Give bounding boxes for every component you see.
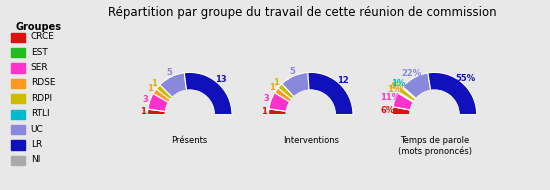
Text: 1: 1: [261, 107, 267, 116]
Bar: [12, 94, 25, 103]
Wedge shape: [269, 109, 287, 111]
Text: 1: 1: [140, 107, 146, 116]
Wedge shape: [148, 109, 166, 112]
Text: SER: SER: [31, 63, 48, 72]
Text: 55%: 55%: [455, 74, 475, 83]
Text: CRCE: CRCE: [31, 32, 54, 41]
Text: 4%: 4%: [389, 82, 403, 91]
Wedge shape: [184, 72, 232, 115]
Text: UC: UC: [31, 125, 43, 134]
Text: 5: 5: [289, 67, 295, 76]
Text: RTLI: RTLI: [31, 109, 50, 118]
Text: 1: 1: [151, 79, 157, 88]
Wedge shape: [392, 107, 410, 115]
Text: EST: EST: [31, 48, 47, 57]
Circle shape: [410, 90, 459, 139]
Circle shape: [286, 90, 336, 139]
Text: 5: 5: [166, 68, 172, 77]
Wedge shape: [393, 107, 410, 110]
Text: 1: 1: [147, 84, 153, 93]
Bar: [12, 79, 25, 88]
Wedge shape: [402, 87, 416, 99]
Bar: [12, 48, 25, 57]
Text: Répartition par groupe du travail de cette réunion de commission: Répartition par groupe du travail de cet…: [108, 6, 497, 19]
Bar: [12, 125, 25, 134]
Text: RDSE: RDSE: [31, 78, 55, 87]
Text: 1%: 1%: [392, 79, 406, 88]
Wedge shape: [274, 88, 292, 102]
Wedge shape: [160, 73, 186, 97]
Text: Interventions: Interventions: [283, 136, 339, 145]
Text: Présents: Présents: [172, 136, 208, 145]
Text: Temps de parole
(mots prononcés): Temps de parole (mots prononcés): [398, 136, 471, 156]
Bar: [12, 33, 25, 42]
Bar: [12, 110, 25, 119]
Text: 11%: 11%: [380, 93, 400, 102]
Text: 3: 3: [142, 95, 148, 104]
Wedge shape: [147, 115, 232, 157]
Wedge shape: [268, 109, 287, 115]
Bar: [12, 156, 25, 165]
Wedge shape: [268, 115, 353, 157]
Wedge shape: [393, 93, 414, 110]
Wedge shape: [269, 93, 290, 111]
Text: 3: 3: [263, 94, 269, 103]
Wedge shape: [392, 115, 477, 157]
Text: 6%: 6%: [380, 106, 394, 115]
Text: Groupes: Groupes: [15, 22, 62, 32]
Text: NI: NI: [31, 155, 40, 164]
Text: RDPI: RDPI: [31, 94, 52, 103]
Wedge shape: [399, 88, 416, 101]
Wedge shape: [398, 92, 414, 102]
Wedge shape: [282, 84, 294, 97]
Text: 22%: 22%: [402, 69, 422, 78]
Text: 1: 1: [273, 78, 279, 87]
Circle shape: [165, 90, 214, 139]
Wedge shape: [428, 72, 477, 115]
Text: 12: 12: [337, 76, 349, 85]
Wedge shape: [160, 85, 173, 97]
Bar: [12, 140, 25, 150]
Wedge shape: [282, 73, 309, 97]
Text: 13: 13: [215, 75, 227, 84]
Wedge shape: [308, 72, 353, 115]
Text: 1%: 1%: [387, 86, 402, 94]
Wedge shape: [148, 93, 168, 112]
Wedge shape: [278, 84, 294, 99]
Text: 1: 1: [269, 83, 275, 92]
Wedge shape: [156, 85, 173, 100]
Wedge shape: [153, 89, 170, 102]
Wedge shape: [147, 109, 166, 115]
Bar: [12, 63, 25, 73]
Text: LR: LR: [31, 140, 42, 149]
Wedge shape: [403, 73, 431, 98]
